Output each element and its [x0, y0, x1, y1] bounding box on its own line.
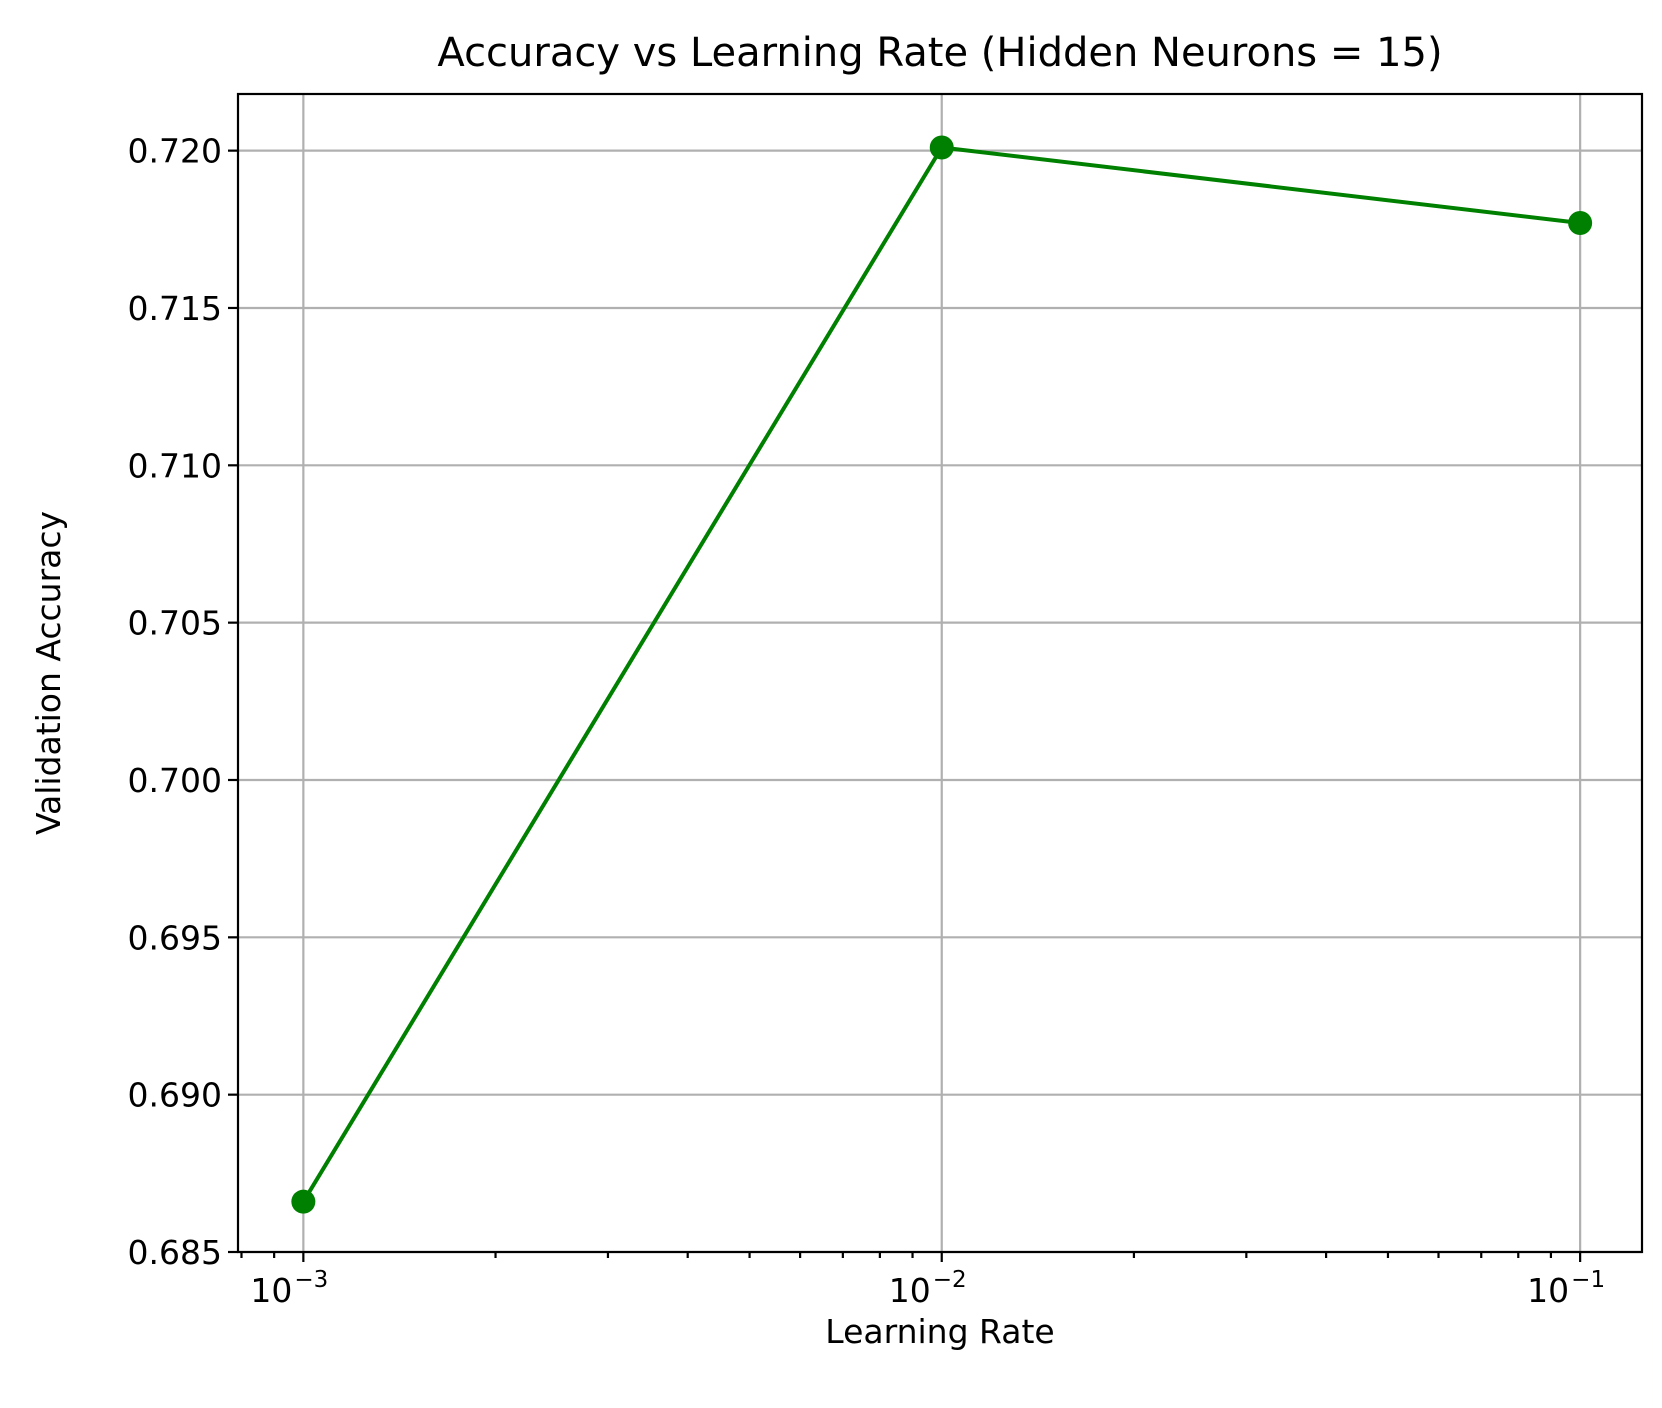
plot-frame	[236, 92, 1644, 1254]
series-layer	[291, 135, 1593, 1214]
y-tick-label: 0.710	[128, 446, 222, 485]
y-tick-label: 0.705	[128, 604, 222, 643]
grid-layer	[238, 94, 1642, 1254]
y-tick-label: 0.715	[128, 289, 222, 328]
x-tick-exponent: −1	[1571, 1267, 1605, 1293]
y-tick-label: 0.700	[128, 761, 222, 800]
x-tick-exponent: −3	[294, 1267, 328, 1293]
chart-title: Accuracy vs Learning Rate (Hidden Neuron…	[437, 30, 1442, 76]
y-tick-label: 0.695	[128, 918, 222, 957]
x-tick-exponent: −2	[933, 1267, 967, 1293]
y-tick-label: 0.720	[128, 132, 222, 171]
y-tick-label: 0.685	[128, 1233, 222, 1272]
tick-layer: 0.685 0.690 0.695 0.700 0.705 0.710 0.715 0.720…	[128, 132, 1606, 1310]
x-axis-label: Learning Rate	[825, 1312, 1054, 1351]
x-tick-base: 10	[1527, 1271, 1569, 1310]
data-point	[1568, 211, 1593, 236]
data-point	[929, 135, 954, 160]
y-tick-label: 0.690	[128, 1076, 222, 1115]
y-axis-label: Validation Accuracy	[29, 511, 68, 835]
x-tick-base: 10	[889, 1271, 931, 1310]
x-tick-label: 10−1	[1527, 1267, 1605, 1310]
data-point	[291, 1189, 316, 1214]
x-tick-label: 10−2	[889, 1267, 967, 1310]
x-tick-base: 10	[250, 1271, 292, 1310]
x-tick-label: 10−3	[250, 1267, 328, 1310]
